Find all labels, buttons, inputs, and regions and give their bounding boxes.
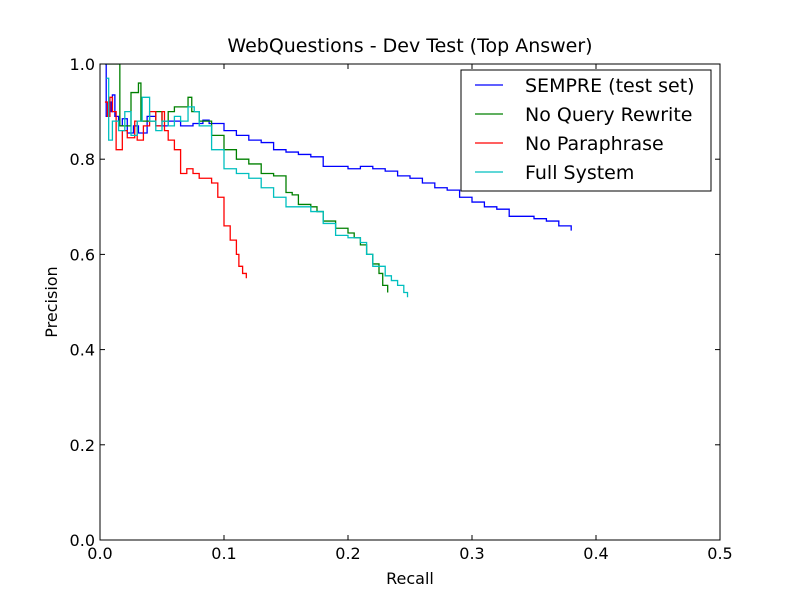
x-tick-label: 0.2: [335, 544, 360, 563]
series-line-2: [104, 64, 389, 293]
y-axis-label: Precision: [42, 266, 61, 337]
x-tick-label: 0.0: [87, 544, 112, 563]
series-layer: [104, 64, 572, 298]
series-line-4: [106, 77, 409, 298]
legend-label: No Paraphrase: [525, 133, 664, 155]
x-tick-label: 0.4: [583, 544, 608, 563]
x-tick-label: 0.5: [707, 544, 732, 563]
legend-label: SEMPRE (test set): [525, 75, 695, 97]
y-tick-label: 0.4: [70, 341, 95, 360]
plot-frame: [99, 63, 721, 541]
x-tick-label: 0.3: [459, 544, 484, 563]
legend-label: Full System: [525, 162, 634, 184]
y-tick-label: 0.8: [70, 150, 95, 169]
axes-layer: 0.0 0.1 0.2 0.3 0.4 0.5 0.0 0.2 0.4 0.6 0.8 1.0: [70, 55, 733, 563]
chart-title: WebQuestions - Dev Test (Top Answer): [227, 35, 592, 57]
x-axis-label: Recall: [386, 569, 434, 588]
y-tick-label: 0.0: [70, 531, 95, 550]
series-line-1: [104, 64, 572, 231]
y-tick-label: 1.0: [70, 55, 95, 74]
series-line-3: [104, 96, 247, 279]
y-tick-label: 0.6: [70, 245, 95, 264]
legend: SEMPRE (test set) No Query Rewrite No Para…: [460, 69, 712, 192]
legend-box: [460, 69, 712, 192]
legend-label: No Query Rewrite: [525, 104, 692, 126]
x-tick-label: 0.1: [211, 544, 236, 563]
y-tick-label: 0.2: [70, 436, 95, 455]
